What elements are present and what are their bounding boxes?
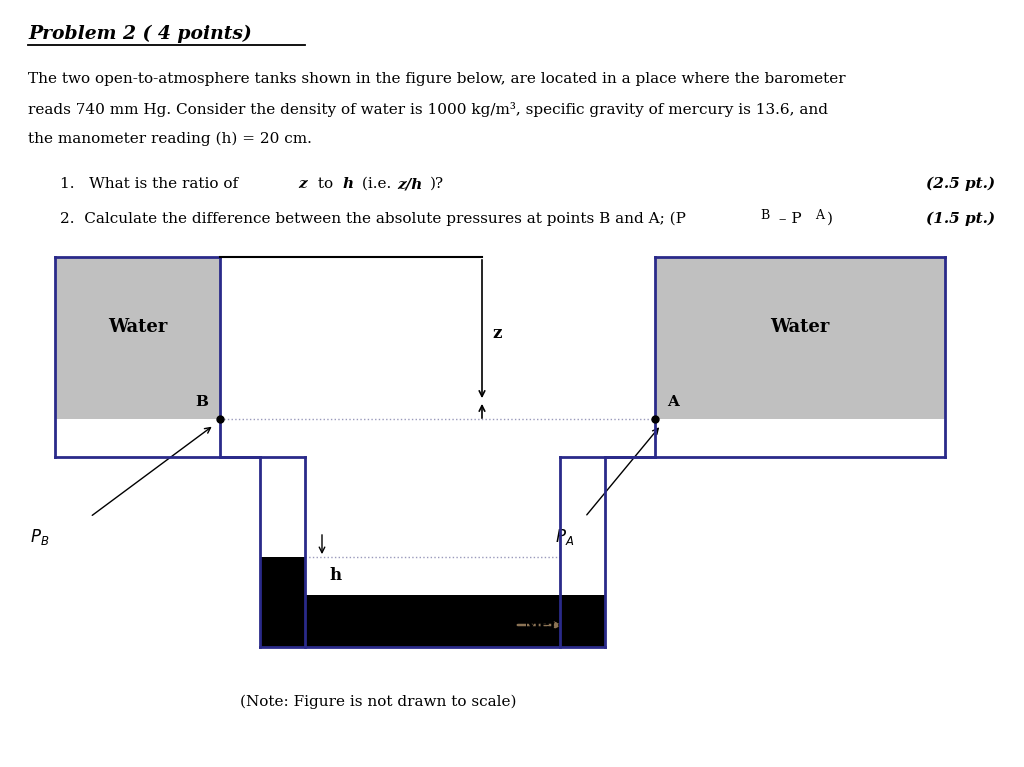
Bar: [55, 257, 220, 419]
Text: A: A: [815, 209, 824, 222]
Text: (i.e.: (i.e.: [357, 177, 396, 191]
Text: The two open-to-atmosphere tanks shown in the figure below, are located in a pla: The two open-to-atmosphere tanks shown i…: [28, 72, 846, 86]
Text: Mercury: Mercury: [523, 618, 595, 632]
Text: h: h: [329, 568, 341, 584]
Text: (Note: Figure is not drawn to scale): (Note: Figure is not drawn to scale): [240, 695, 516, 709]
Text: z: z: [492, 324, 502, 341]
Text: B: B: [195, 395, 208, 409]
Text: the manometer reading (h) = 20 cm.: the manometer reading (h) = 20 cm.: [28, 132, 312, 146]
Text: Problem 2 ( 4 points): Problem 2 ( 4 points): [28, 25, 252, 43]
Text: )?: )?: [430, 177, 444, 191]
Text: $P_B$: $P_B$: [30, 527, 49, 547]
Bar: [260, 595, 605, 647]
Text: reads 740 mm Hg. Consider the density of water is 1000 kg/m³, specific gravity o: reads 740 mm Hg. Consider the density of…: [28, 102, 828, 117]
Text: z: z: [298, 177, 306, 191]
Text: B: B: [760, 209, 769, 222]
Text: Water: Water: [770, 318, 829, 336]
Text: A: A: [667, 395, 679, 409]
Text: 2.  Calculate the difference between the absolute pressures at points B and A; (: 2. Calculate the difference between the …: [60, 212, 686, 226]
Text: (1.5 pt.): (1.5 pt.): [926, 212, 995, 226]
Text: z/h: z/h: [397, 177, 422, 191]
Bar: [655, 257, 945, 419]
Text: Water: Water: [109, 318, 168, 336]
Bar: [260, 557, 305, 595]
Text: – P: – P: [774, 212, 802, 226]
Text: $P_A$: $P_A$: [555, 527, 574, 547]
Text: (2.5 pt.): (2.5 pt.): [926, 177, 995, 192]
Text: 1.   What is the ratio of: 1. What is the ratio of: [60, 177, 243, 191]
Text: to: to: [313, 177, 338, 191]
Text: h: h: [342, 177, 353, 191]
Text: ): ): [827, 212, 833, 226]
